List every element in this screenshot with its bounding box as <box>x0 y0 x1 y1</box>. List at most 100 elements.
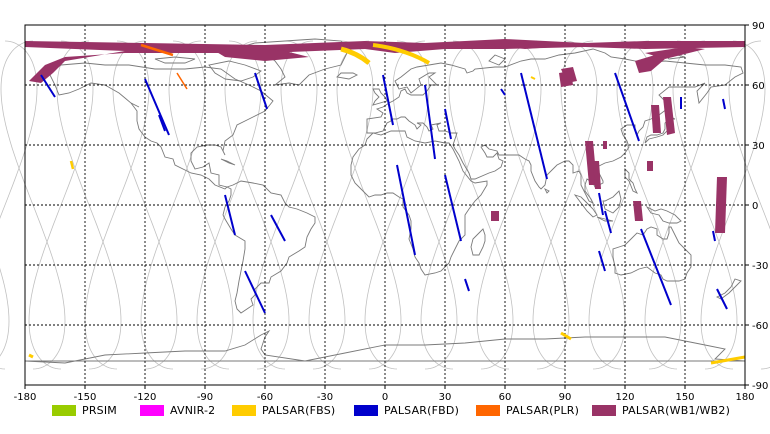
wb-swath <box>645 47 705 59</box>
legend-label-fbs: PALSAR(FBS) <box>262 403 336 417</box>
fbd-swath <box>224 194 236 236</box>
legend-label-avnir: AVNIR-2 <box>170 403 216 417</box>
x-tick-label: 90 <box>559 392 572 403</box>
fbd-swath <box>40 74 56 98</box>
longitude-tick-labels: -180 -150 -120 -90 -60 -30 0 30 60 90 120 150 180 <box>14 385 755 403</box>
coastline-outline <box>715 278 742 300</box>
coastline-outline <box>350 130 488 276</box>
legend-label-fbd: PALSAR(FBD) <box>384 403 460 417</box>
orbit-track <box>0 267 10 357</box>
y-tick-label: 90 <box>752 21 765 32</box>
fbs-swath <box>530 76 536 80</box>
fbd-swath <box>158 114 166 132</box>
wb-swath <box>559 71 573 87</box>
orbit-track <box>728 40 770 370</box>
legend-item-avnir: AVNIR-2 <box>140 401 215 419</box>
coastline-outline <box>336 72 359 80</box>
fbs-swath <box>372 43 431 65</box>
y-tick-label: 60 <box>752 81 765 92</box>
fbs-swath <box>560 331 572 341</box>
wb-swath <box>593 161 601 189</box>
plr-swath <box>176 72 188 90</box>
x-tick-label: 120 <box>615 392 634 403</box>
coastline-outline <box>48 62 274 190</box>
coastline-outline <box>366 48 744 205</box>
coastline-outline <box>596 216 614 222</box>
wb-swath <box>205 45 309 61</box>
fbd-swath <box>444 174 462 242</box>
x-tick-label: 60 <box>499 392 512 403</box>
wb-swath <box>485 43 555 49</box>
coastline-outline <box>573 194 598 218</box>
observation-swaths <box>25 39 746 365</box>
fbs-swath <box>69 160 75 170</box>
legend-label-wb: PALSAR(WB1/WB2) <box>622 403 731 417</box>
fbd-swath <box>444 108 452 140</box>
fbd-swath <box>382 74 394 126</box>
coastline-outline <box>372 88 388 106</box>
x-tick-label: -90 <box>197 392 213 403</box>
y-tick-label: 0 <box>752 201 758 212</box>
fbd-swath <box>722 98 726 110</box>
fbd-swath <box>520 72 548 180</box>
coastline-outline <box>645 205 682 224</box>
wb-swath <box>663 97 675 135</box>
wb-swath <box>25 39 745 83</box>
fbs-swath <box>710 355 746 365</box>
y-tick-label: 30 <box>752 141 765 152</box>
legend-swatch-prism <box>52 404 76 416</box>
fbd-swath <box>640 228 672 306</box>
coastline-outline <box>24 329 746 364</box>
fbd-swath <box>396 164 416 256</box>
coastline-outline <box>220 158 236 166</box>
legend-label-plr: PALSAR(PLR) <box>506 403 580 417</box>
fbs-swath <box>28 353 34 359</box>
fbd-swath <box>254 72 268 110</box>
coastline-outline <box>602 190 622 214</box>
coastline-outline <box>624 167 639 195</box>
fbd-swath <box>614 72 640 142</box>
fbd-swath <box>598 192 604 216</box>
coastline-outline <box>470 228 486 256</box>
wb-swath <box>603 141 607 149</box>
orbit-track <box>0 40 38 370</box>
fbd-swath <box>604 210 612 234</box>
coastline-outline <box>543 187 550 194</box>
fbd-swath <box>716 288 728 310</box>
fbd-swath <box>244 270 266 314</box>
x-tick-label: -120 <box>134 392 157 403</box>
x-tick-label: -150 <box>74 392 97 403</box>
x-tick-label: 0 <box>382 392 388 403</box>
fbd-swath <box>270 214 286 242</box>
legend-swatch-plr <box>476 404 500 416</box>
fbd-swath <box>500 88 506 96</box>
legend: PRSIM AVNIR-2 PALSAR(FBS) PALSAR(FBD) PA… <box>0 401 770 419</box>
fbs-swath <box>340 46 371 65</box>
legend-swatch-wb <box>592 404 616 416</box>
y-tick-label: -30 <box>752 261 768 272</box>
x-tick-label: 180 <box>735 392 754 403</box>
fbd-swath <box>424 84 436 160</box>
wb-swath <box>491 211 499 221</box>
x-tick-label: -30 <box>317 392 333 403</box>
fbd-swath <box>144 78 170 136</box>
legend-item-fbs: PALSAR(FBS) <box>232 401 335 419</box>
wb-swath <box>635 55 665 73</box>
plr-swath <box>140 43 174 57</box>
legend-swatch-fbd <box>354 404 378 416</box>
legend-item-wb: PALSAR(WB1/WB2) <box>592 401 730 419</box>
coastline-outline <box>130 102 140 108</box>
x-tick-label: 30 <box>439 392 452 403</box>
wb-swath <box>715 177 727 233</box>
legend-label-prism: PRSIM <box>82 403 117 417</box>
fbd-swath <box>464 278 470 292</box>
wb-swath <box>633 201 643 221</box>
x-tick-label: 150 <box>675 392 694 403</box>
coastlines <box>24 38 746 364</box>
legend-item-prism: PRSIM <box>52 401 117 419</box>
coastline-outline <box>208 60 262 82</box>
legend-item-plr: PALSAR(PLR) <box>476 401 579 419</box>
legend-swatch-avnir <box>140 404 164 416</box>
